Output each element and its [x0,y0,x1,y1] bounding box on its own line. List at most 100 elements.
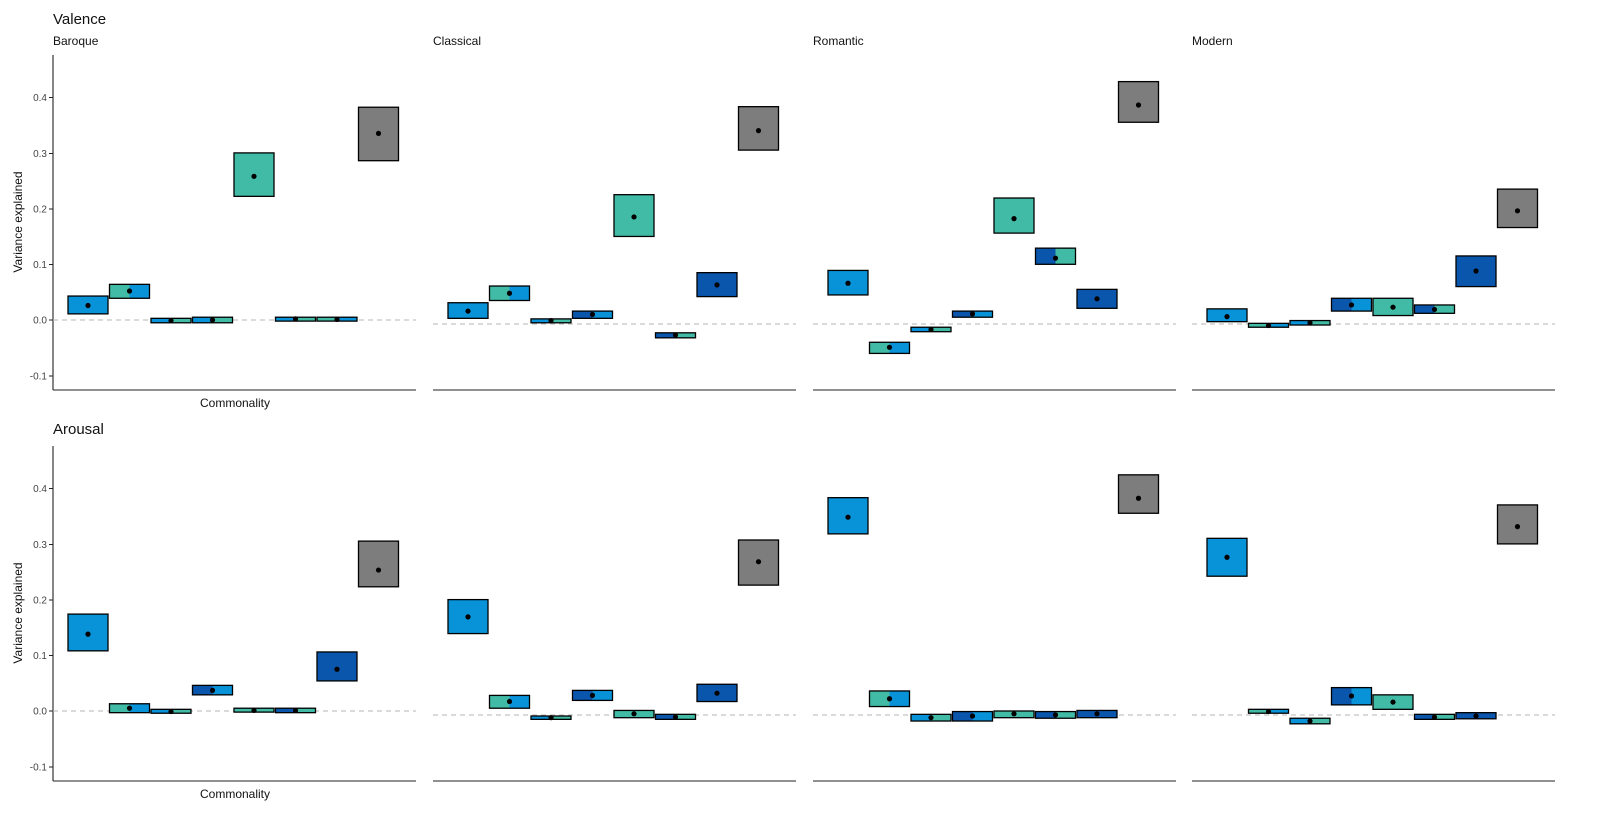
box-fill-left [109,284,130,299]
box-fill-right [675,714,696,720]
arousal-box [1455,712,1497,720]
box-fill-right [551,716,571,720]
box-fill-left [572,311,593,319]
box-outline [696,272,738,298]
estimate-point [209,317,216,323]
arousal-box [1206,537,1248,577]
box-outline [108,703,151,714]
box-fill-left [655,714,676,720]
estimate-point [506,290,513,296]
valence-box [274,316,317,322]
estimate-point [465,308,471,314]
estimate-point [85,302,91,309]
box-outline [910,713,952,722]
estimate-point [1224,554,1230,560]
valence-y-tick-label: 0.1 [33,260,47,271]
box-fill-left [1414,304,1435,314]
box-fill-right [931,327,951,332]
valence-box [1206,308,1248,323]
valence-panel-title-2: Classical [433,34,481,48]
estimate-point [334,316,340,323]
valence-panel-3 [813,80,1176,391]
box-fill-right [1351,298,1372,312]
valence-box [654,332,697,339]
box-fill-left [952,711,973,722]
arousal-box [530,715,572,721]
estimate-point [755,128,762,134]
box-fill-right [1055,711,1076,719]
box-outline [827,269,869,296]
box-fill-left [869,690,890,707]
box-outline [993,710,1035,719]
estimate-point [1052,712,1059,718]
box-fill-left [192,685,213,695]
box-fill-right [592,690,613,701]
box-outline [1330,686,1373,706]
estimate-point [1390,699,1396,705]
box-outline [1455,712,1497,720]
arousal-box [1372,694,1414,710]
estimate-point [1348,693,1355,699]
valence-box [191,316,234,324]
arousal-box [1076,709,1118,719]
box-outline [316,651,358,682]
arousal-panel-2 [433,539,796,782]
valence-box [1330,297,1373,312]
estimate-point [969,311,976,317]
valence-box [827,269,869,296]
box-outline [1496,188,1539,229]
estimate-point [251,707,257,714]
valence-ylabel: Variance explained [11,171,25,272]
arousal-panel-3 [813,474,1176,782]
box-outline [1455,255,1497,288]
arousal-xlabel: Commonality [200,787,270,801]
box-outline [1206,537,1248,577]
valence-box [1289,319,1331,326]
valence-y-tick-label: 0.4 [33,93,47,104]
estimate-point [1265,708,1272,715]
estimate-point [969,713,976,719]
valence-box [571,310,614,319]
estimate-point [375,130,382,137]
box-outline [1076,709,1118,719]
box-fill-right [551,318,571,323]
box-fill-left [275,708,296,713]
box-fill-right [509,695,530,709]
estimate-point [1390,304,1396,310]
box-fill-left [1414,714,1435,720]
estimate-point [168,317,174,324]
valence-box [67,295,109,315]
box-outline [1496,504,1539,545]
valence-box [868,341,911,355]
arousal-box [1496,504,1539,545]
box-outline [613,709,655,719]
arousal-box [1034,710,1077,719]
arousal-box [357,540,400,588]
arousal-box [233,707,275,714]
estimate-point [1431,714,1438,720]
valence-xlabel: Commonality [200,396,270,410]
estimate-point [1011,711,1017,717]
arousal-box [827,497,869,535]
box-outline [488,285,531,302]
estimate-point [714,690,720,696]
box-outline [827,497,869,535]
box-fill [994,198,1034,234]
box-fill-right [592,311,613,319]
box-outline [233,152,275,197]
arousal-y-tick-label: 0.2 [33,596,47,607]
estimate-point [928,715,934,721]
box-outline [1289,717,1331,725]
arousal-box [108,703,151,714]
box-outline [951,710,994,722]
box-fill-left [1035,248,1056,265]
estimate-point [1011,216,1017,222]
box-fill-left [952,311,973,318]
box-fill-left [151,709,171,714]
valence-panel-4 [1192,188,1555,391]
box-fill-left [151,318,171,323]
arousal-box [150,708,192,715]
estimate-point [168,708,174,715]
estimate-point [589,692,596,699]
estimate-point [1224,314,1230,320]
